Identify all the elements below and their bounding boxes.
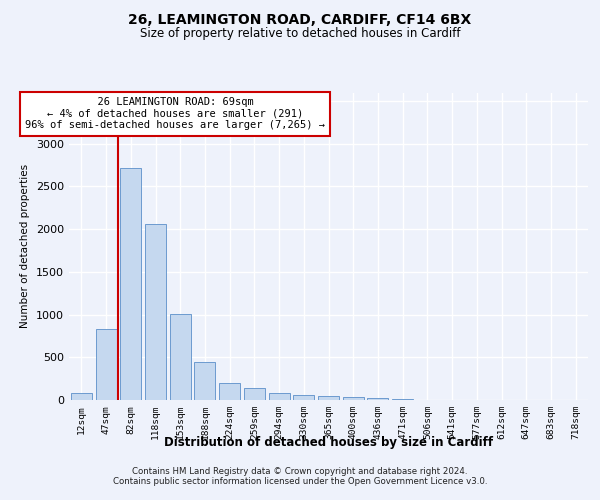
Text: Distribution of detached houses by size in Cardiff: Distribution of detached houses by size … (164, 436, 493, 449)
Bar (269, 393, 290, 400)
Bar (392, 399, 413, 400)
Bar (145, 224, 166, 400)
Bar (293, 395, 314, 400)
Bar (318, 396, 339, 400)
Bar (244, 388, 265, 400)
Text: 26 LEAMINGTON ROAD: 69sqm  
← 4% of detached houses are smaller (291)
96% of sem: 26 LEAMINGTON ROAD: 69sqm ← 4% of detach… (25, 98, 325, 130)
Text: Contains public sector information licensed under the Open Government Licence v3: Contains public sector information licen… (113, 477, 487, 486)
Bar (71, 393, 92, 400)
Bar (194, 362, 215, 400)
Text: Size of property relative to detached houses in Cardiff: Size of property relative to detached ho… (140, 28, 460, 40)
Bar (343, 398, 364, 400)
Bar (95, 329, 116, 400)
Text: 26, LEAMINGTON ROAD, CARDIFF, CF14 6BX: 26, LEAMINGTON ROAD, CARDIFF, CF14 6BX (128, 12, 472, 26)
Bar (170, 314, 191, 400)
Bar (367, 398, 388, 400)
Text: Contains HM Land Registry data © Crown copyright and database right 2024.: Contains HM Land Registry data © Crown c… (132, 467, 468, 476)
Bar (120, 168, 141, 400)
Bar (219, 383, 240, 400)
Y-axis label: Number of detached properties: Number of detached properties (20, 164, 31, 328)
